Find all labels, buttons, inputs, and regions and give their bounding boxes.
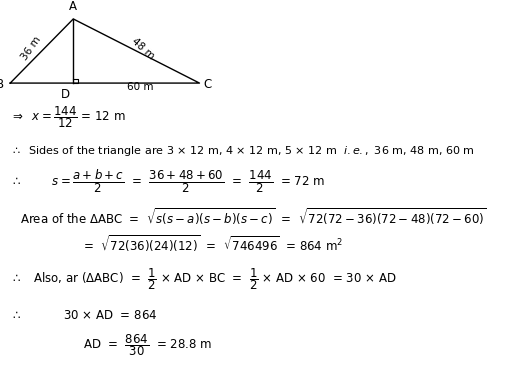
Text: $\therefore$        $s = \dfrac{a+b+c}{2}$  =  $\dfrac{36+48+60}{2}$  =  $\dfrac: $\therefore$ $s = \dfrac{a+b+c}{2}$ = $\… — [10, 168, 325, 194]
Text: B: B — [0, 78, 4, 91]
Text: 36 m: 36 m — [20, 35, 43, 62]
Text: =  $\sqrt{72(36)(24)(12)}$  =  $\sqrt{746496}$  = 864 m$^2$: = $\sqrt{72(36)(24)(12)}$ = $\sqrt{74649… — [83, 233, 344, 254]
Text: $\Rightarrow$  $x = \dfrac{144}{12}$ = 12 m: $\Rightarrow$ $x = \dfrac{144}{12}$ = 12… — [10, 104, 126, 130]
Text: $\therefore$   Also, ar ($\Delta$ABC)  =  $\dfrac{1}{2}$ $\times$ AD $\times$ BC: $\therefore$ Also, ar ($\Delta$ABC) = $\… — [10, 266, 397, 292]
Text: Area of the $\Delta$ABC  =  $\sqrt{s(s-a)(s-b)(s-c)}$  =  $\sqrt{72(72-36)(72-48: Area of the $\Delta$ABC = $\sqrt{s(s-a)(… — [20, 207, 487, 228]
Text: 48 m: 48 m — [129, 36, 156, 61]
Text: $\therefore$  Sides of the triangle are 3 $\times$ 12 m, 4 $\times$ 12 m, 5 $\ti: $\therefore$ Sides of the triangle are 3… — [10, 144, 475, 158]
Text: $\therefore$           30 $\times$ AD  = 864: $\therefore$ 30 $\times$ AD = 864 — [10, 309, 158, 321]
Text: A: A — [70, 0, 77, 13]
Text: D: D — [61, 88, 70, 101]
Text: AD  =  $\dfrac{864}{30}$  = 28.8 m: AD = $\dfrac{864}{30}$ = 28.8 m — [83, 333, 212, 358]
Text: 60 m: 60 m — [127, 82, 153, 92]
Text: C: C — [203, 78, 211, 91]
